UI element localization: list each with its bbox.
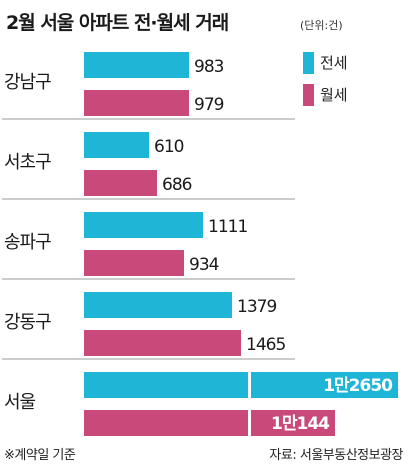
bar-jeonse	[84, 372, 398, 398]
data-label: 983	[194, 57, 224, 77]
data-label: 1만144	[271, 414, 330, 434]
chart-title: 2월 서울 아파트 전·월세 거래	[6, 12, 229, 34]
category-label: 강남구	[4, 72, 51, 93]
unit-label: (단위:건)	[300, 19, 343, 32]
data-label: 934	[189, 255, 219, 275]
category-label: 서초구	[4, 152, 51, 173]
legend-swatch-jeonse	[303, 52, 314, 74]
data-label: 1111	[208, 217, 247, 237]
bar-wolse	[84, 170, 157, 196]
category-label: 서울	[4, 392, 36, 413]
legend-label-jeonse: 전세	[320, 54, 348, 72]
bar-jeonse	[84, 292, 232, 318]
data-label: 610	[154, 137, 184, 157]
bar-wolse	[84, 250, 184, 276]
bar-jeonse	[84, 212, 203, 238]
footnote: ※계약일 기준	[4, 448, 76, 463]
bar-jeonse	[84, 52, 189, 78]
data-label: 686	[162, 175, 192, 195]
data-label: 1379	[237, 297, 276, 317]
bar-jeonse	[84, 132, 149, 158]
bar-wolse	[84, 90, 189, 116]
axis-break-mark	[248, 408, 251, 438]
axis-break-mark	[248, 370, 251, 400]
category-label: 송파구	[4, 232, 51, 253]
source-note: 자료: 서울부동산정보광장	[269, 448, 403, 463]
data-label: 979	[194, 95, 224, 115]
category-label: 강동구	[4, 312, 51, 333]
legend-label-wolse: 월세	[320, 86, 348, 104]
bar-wolse	[84, 330, 241, 356]
data-label: 1465	[246, 335, 285, 355]
bar-wolse	[84, 410, 335, 436]
data-label: 1만2650	[323, 376, 393, 396]
legend-swatch-wolse	[303, 84, 314, 106]
